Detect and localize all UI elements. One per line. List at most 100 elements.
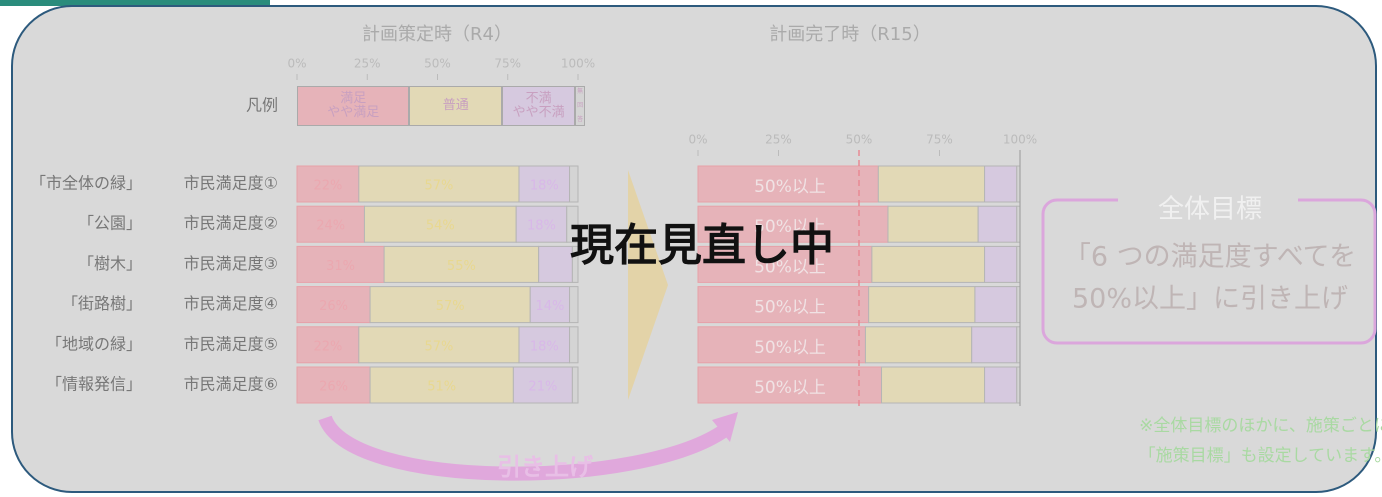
bar-segment (984, 245, 1018, 283)
bar-segment (571, 245, 579, 283)
row-group-label: 「街路樹」 (62, 294, 142, 313)
category-label: 市民満足度③ (184, 254, 278, 273)
bar-segment (974, 286, 1018, 324)
bar-segment (512, 366, 573, 404)
chart-title: 計画策定時（R4） (362, 24, 512, 45)
bar-segment (518, 165, 571, 203)
x-tick-label: 0% (688, 133, 707, 147)
bar-segment (369, 286, 531, 324)
bar-segment (358, 326, 520, 364)
arrow-label: 引き上げ (497, 453, 594, 481)
value-label: 22% (313, 339, 342, 354)
category-label: 市民満足度⑤ (184, 334, 278, 353)
bar-segment (697, 205, 889, 243)
target-label: 50%以上 (754, 177, 826, 197)
value-label: 54% (426, 219, 455, 234)
x-tick-label: 75% (926, 133, 953, 147)
bar-segment (363, 205, 517, 243)
legend-item: 不満 やや不満 (502, 86, 576, 126)
value-label: 21% (528, 380, 557, 395)
bar-segment (971, 326, 1018, 364)
bar-segment (984, 366, 1018, 404)
value-label: 14% (535, 299, 564, 314)
value-label: 31% (326, 259, 355, 274)
bar-segment (887, 205, 979, 243)
value-label: 18% (530, 339, 559, 354)
row-group-label: 「公園」 (78, 214, 142, 233)
value-label: 57% (424, 179, 453, 194)
value-label: 51% (427, 380, 456, 395)
category-label: 市民満足度① (184, 174, 278, 193)
bar-segment (569, 326, 579, 364)
row-group-label: 「市全体の緑」 (30, 174, 142, 193)
target-label: 50%以上 (754, 338, 826, 358)
legend-title: 凡例 (246, 96, 278, 115)
value-label: 57% (436, 299, 465, 314)
bar-segment (977, 205, 1018, 243)
bar-segment (569, 286, 579, 324)
bar-segment (881, 366, 986, 404)
bar-segment (515, 205, 568, 243)
bar-segment (877, 165, 986, 203)
value-label: 18% (527, 219, 556, 234)
category-label: 市民満足度② (184, 214, 278, 233)
bar-segment (566, 205, 579, 243)
bar-segment (697, 245, 873, 283)
target-line: 「6 つの満足度すべてを (1064, 242, 1356, 273)
bar-segment (984, 165, 1018, 203)
legend-item: 無回答 (575, 86, 586, 126)
row-group-label: 「樹木」 (78, 254, 142, 273)
note: ※全体目標のほかに、施策ごとに (1139, 416, 1382, 436)
row-group-label: 「情報発信」 (46, 375, 142, 394)
bar-segment (518, 326, 571, 364)
overlay-text: 現在見直し中 (570, 220, 834, 271)
x-tick-label: 50% (424, 57, 451, 71)
x-tick-label: 25% (354, 57, 381, 71)
target-title-gap (1118, 194, 1298, 208)
bar-segment (538, 245, 573, 283)
row-group-label: 「地域の緑」 (46, 334, 142, 353)
target-title: 全体目標 (1158, 195, 1262, 225)
category-label: 市民満足度④ (184, 294, 278, 313)
note: 「施策目標」も設定しています。 (1139, 446, 1382, 466)
value-label: 57% (424, 339, 453, 354)
arrow-right (628, 170, 668, 400)
bar-segment (864, 326, 973, 364)
x-tick-label: 75% (494, 57, 521, 71)
x-tick-label: 50% (846, 133, 873, 147)
target-label: 50%以上 (754, 257, 826, 277)
value-label: 26% (319, 299, 348, 314)
bar-segment (868, 286, 976, 324)
chart-title: 計画完了時（R15） (769, 24, 930, 45)
lift-arrow-head (712, 412, 738, 442)
value-label: 55% (447, 259, 476, 274)
value-label: 22% (313, 179, 342, 194)
bar-segment (871, 245, 986, 283)
x-tick-label: 100% (1003, 133, 1037, 147)
bar-segment (571, 366, 579, 404)
x-tick-label: 0% (287, 57, 306, 71)
bar-segment (697, 165, 879, 203)
target-label: 50%以上 (754, 378, 826, 398)
bar-segment (369, 366, 514, 404)
target-label: 50%以上 (754, 217, 826, 237)
category-label: 市民満足度⑥ (184, 375, 278, 394)
bar-segment (296, 326, 360, 364)
value-label: 18% (530, 179, 559, 194)
bar-segment (296, 205, 365, 243)
bar-segment (569, 165, 579, 203)
target-label: 50%以上 (754, 298, 826, 318)
value-label: 26% (319, 380, 348, 395)
bar-segment (697, 326, 866, 364)
value-label: 24% (316, 219, 345, 234)
legend-item: 満足 やや満足 (297, 86, 410, 126)
bar-segment (697, 286, 870, 324)
target-line: 50%以上」に引き上げ (1072, 284, 1348, 315)
lift-arrow (318, 414, 730, 481)
bar-segment (697, 366, 883, 404)
bar-segment (296, 366, 371, 404)
bar-segment (383, 245, 540, 283)
x-tick-label: 100% (561, 57, 595, 71)
x-tick-label: 25% (765, 133, 792, 147)
